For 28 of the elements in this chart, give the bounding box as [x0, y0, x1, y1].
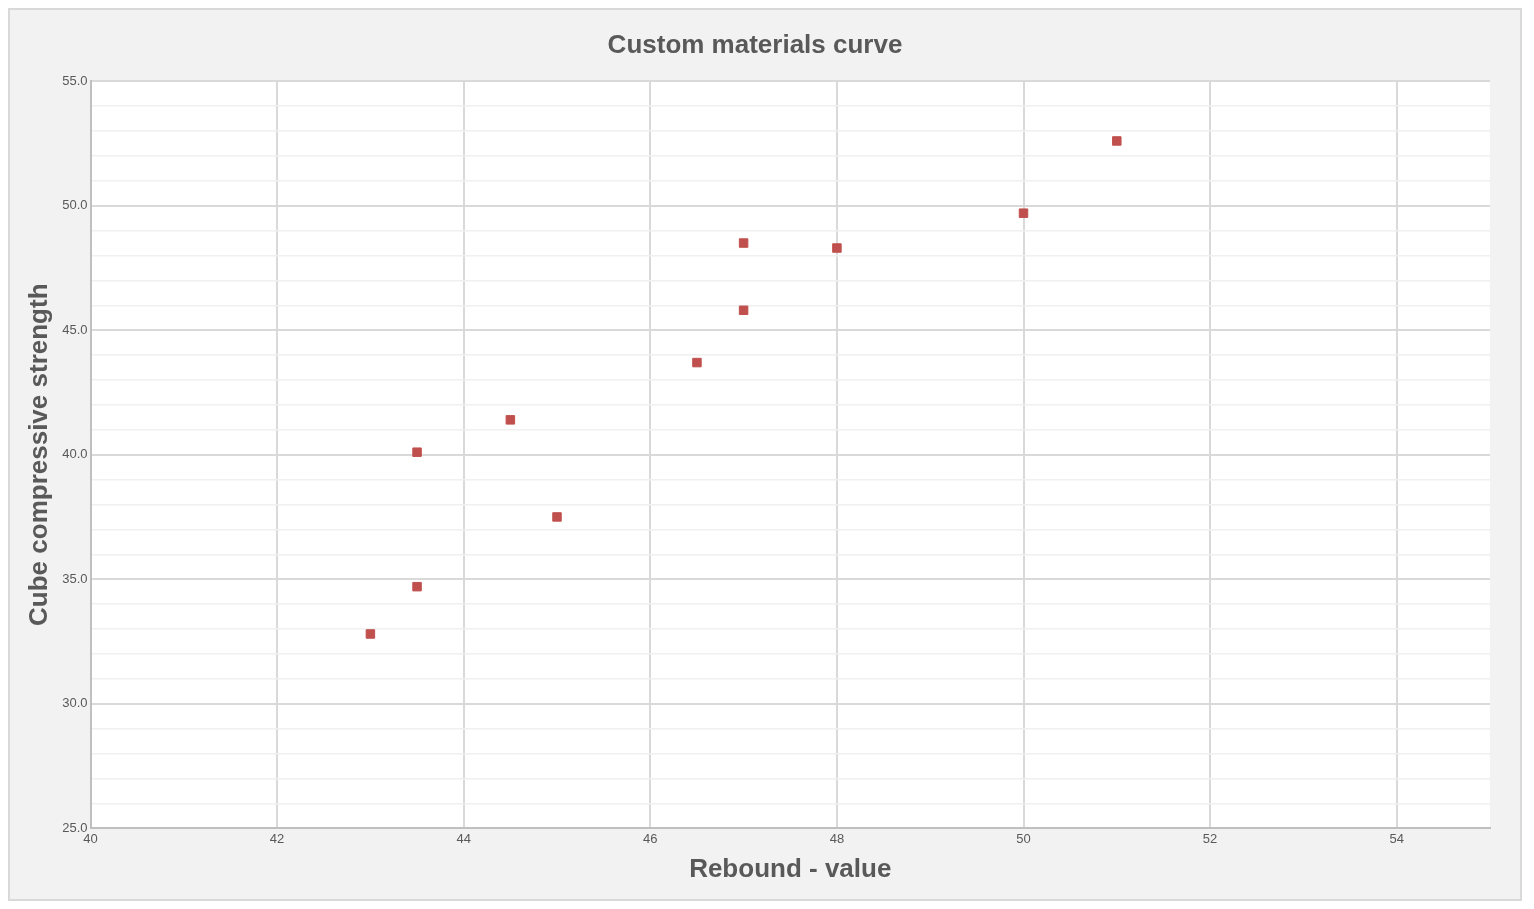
y-axis-title: Cube compressive strength — [22, 283, 53, 626]
point — [738, 305, 749, 316]
point — [412, 581, 422, 592]
point — [692, 357, 702, 368]
point — [832, 243, 842, 253]
y-tick-label: 55.0 — [62, 72, 88, 88]
point — [552, 512, 562, 522]
point — [738, 238, 749, 248]
x-tick-label: 46 — [643, 830, 658, 846]
x-tick-label: 48 — [829, 830, 845, 846]
point — [1112, 136, 1122, 146]
x-tick-label: 54 — [1389, 830, 1404, 846]
point — [1018, 208, 1029, 218]
y-tick-label: 30.0 — [62, 695, 88, 711]
x-tick-label: 50 — [1016, 830, 1031, 846]
point — [365, 629, 376, 639]
point — [505, 415, 516, 425]
x-tick-label: 42 — [269, 830, 285, 846]
y-tick-label: 35.0 — [62, 570, 88, 586]
point — [412, 447, 422, 457]
x-tick-label: 44 — [456, 830, 471, 846]
y-tick-label: 40.0 — [62, 446, 88, 462]
x-tick-label: 52 — [1202, 830, 1218, 846]
x-axis-title: Rebound - value — [689, 852, 892, 883]
chart-title: Custom materials curve — [607, 28, 903, 59]
y-tick-label: 25.0 — [62, 819, 88, 835]
y-tick-label: 45.0 — [62, 321, 88, 337]
y-tick-label: 50.0 — [62, 197, 88, 213]
